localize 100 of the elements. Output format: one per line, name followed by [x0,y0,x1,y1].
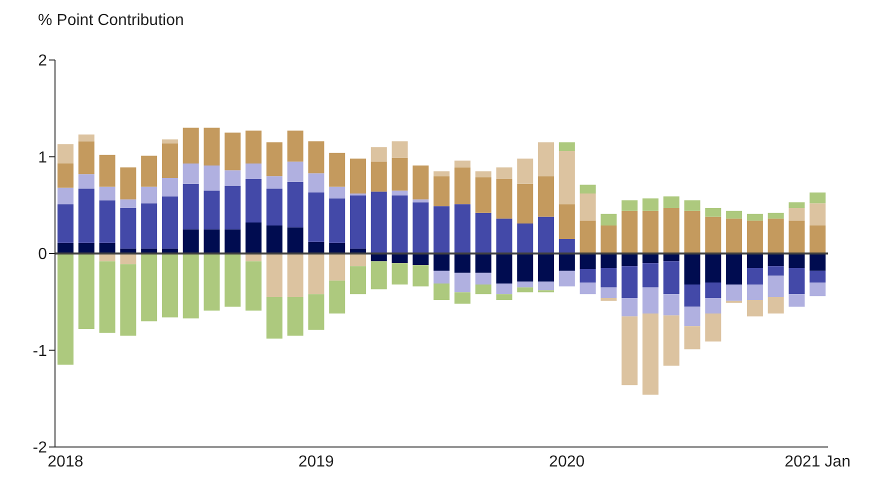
bar [224,254,241,307]
bar [224,170,241,186]
bar [182,254,199,318]
bar [141,254,158,322]
bar [287,162,304,182]
bar [204,165,220,191]
bar [788,208,805,221]
bar [746,220,763,254]
bar [496,294,512,300]
bar [434,171,450,176]
bar [370,192,387,254]
bar [308,254,324,294]
bar [663,294,680,316]
bar [810,203,826,226]
bar [538,282,554,290]
bar [746,300,763,316]
bar [558,150,575,204]
bar [558,204,575,239]
bar [622,210,638,254]
bar [329,198,346,243]
bar [580,254,596,269]
bar [370,261,387,290]
bar [412,265,429,286]
bar [663,315,680,366]
bar [182,229,199,254]
bar [788,294,805,307]
bar [600,287,617,298]
bar [642,313,658,395]
bar [496,283,512,294]
bar [162,143,178,178]
bar [308,294,324,330]
bar [370,162,387,192]
bar [120,208,136,249]
bar [517,254,534,282]
bar [308,242,324,254]
bar [517,282,534,288]
bar [266,142,282,176]
bar [454,292,470,304]
bar [684,200,700,211]
bar [287,182,304,228]
bar [810,225,826,254]
bar [558,238,575,254]
bar [246,164,262,180]
bar [580,282,596,294]
bar [287,254,304,298]
bar [58,204,74,243]
bar [580,194,596,221]
bar [622,316,638,386]
bar [434,206,450,254]
y-axis-title: % Point Contribution [38,12,184,30]
bar [788,268,805,294]
bar [768,254,784,266]
bar [768,266,784,276]
bar [224,132,241,170]
bar [99,200,116,243]
bar [684,326,700,350]
bar [58,254,74,365]
bar [517,184,534,224]
bar [705,313,722,342]
y-tick-label: -2 [32,440,48,457]
x-tick-label: 2018 [48,453,84,470]
bar [308,192,324,242]
bar [475,177,492,213]
bar [496,179,512,219]
bar [538,216,554,254]
bar [454,160,470,168]
bar [810,254,826,271]
bar [266,254,282,298]
bar [204,128,220,166]
bar [684,254,700,284]
bar [475,254,492,273]
bar [642,287,658,314]
bar [434,283,450,300]
bar [78,254,94,329]
bar [768,276,784,298]
bar [705,298,722,314]
bar [78,188,94,243]
bar [642,198,658,211]
bar [329,280,346,314]
bar [434,176,450,206]
bar [538,142,554,176]
bar [454,167,470,204]
bar [266,225,282,254]
bar [99,261,116,333]
bar [726,254,742,284]
bar [580,220,596,254]
bar [642,263,658,288]
bar [768,297,784,314]
bar [475,171,492,178]
bar [308,141,324,174]
bar [788,220,805,254]
bar [746,214,763,221]
bar [768,212,784,219]
bar [517,287,534,292]
bar [120,167,136,200]
y-tick-label: -1 [32,342,48,360]
bar [600,298,617,301]
bar [412,165,429,200]
bar [622,200,638,211]
bar [517,158,534,184]
